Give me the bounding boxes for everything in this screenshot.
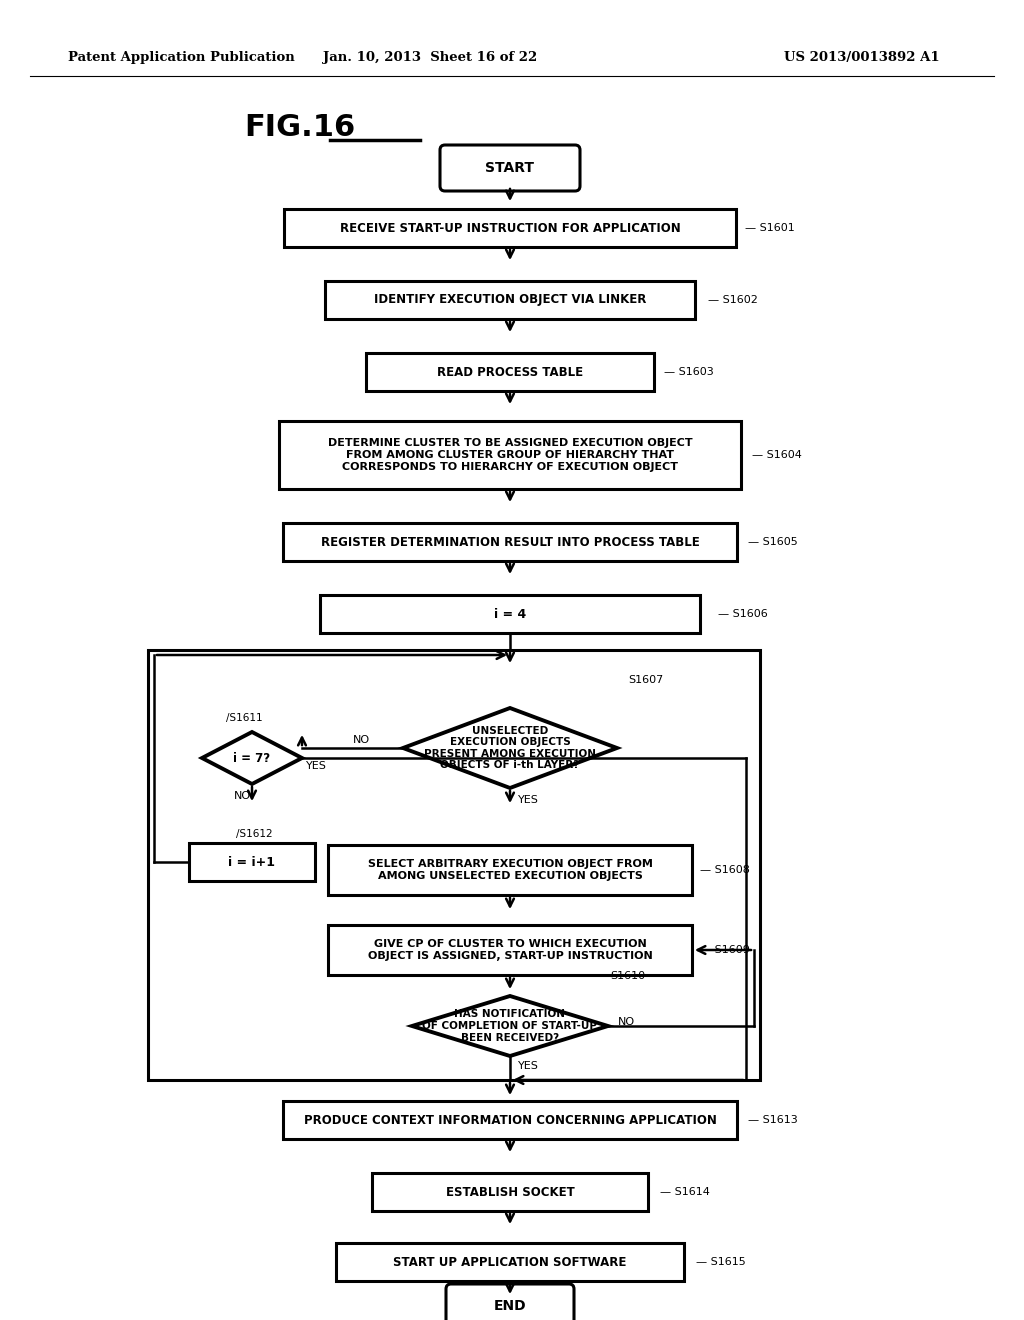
FancyBboxPatch shape <box>328 845 692 895</box>
Text: — S1605: — S1605 <box>748 537 798 546</box>
Text: i = 7?: i = 7? <box>233 751 270 764</box>
Text: — S1601: — S1601 <box>745 223 795 234</box>
Text: S1607: S1607 <box>628 675 664 685</box>
FancyBboxPatch shape <box>325 281 695 319</box>
Text: i = 4: i = 4 <box>494 607 526 620</box>
Text: NO: NO <box>618 1016 635 1027</box>
Text: PRODUCE CONTEXT INFORMATION CONCERNING APPLICATION: PRODUCE CONTEXT INFORMATION CONCERNING A… <box>303 1114 717 1126</box>
Text: S1610: S1610 <box>610 972 645 981</box>
Text: — S1608: — S1608 <box>700 865 750 875</box>
Text: READ PROCESS TABLE: READ PROCESS TABLE <box>437 366 583 379</box>
Polygon shape <box>202 733 302 784</box>
Text: /S1612: /S1612 <box>236 829 272 840</box>
FancyBboxPatch shape <box>440 145 580 191</box>
FancyBboxPatch shape <box>283 523 737 561</box>
Text: NO: NO <box>234 791 251 801</box>
Text: — S1606: — S1606 <box>718 609 768 619</box>
Text: END: END <box>494 1299 526 1313</box>
Text: US 2013/0013892 A1: US 2013/0013892 A1 <box>784 51 940 65</box>
Text: DETERMINE CLUSTER TO BE ASSIGNED EXECUTION OBJECT
FROM AMONG CLUSTER GROUP OF HI: DETERMINE CLUSTER TO BE ASSIGNED EXECUTI… <box>328 438 692 471</box>
Text: — S1602: — S1602 <box>708 294 758 305</box>
Text: — S1614: — S1614 <box>660 1187 710 1197</box>
Polygon shape <box>403 708 617 788</box>
Text: UNSELECTED
EXECUTION OBJECTS
PRESENT AMONG EXECUTION
OBJECTS OF i-th LAYER?: UNSELECTED EXECUTION OBJECTS PRESENT AMO… <box>424 726 596 771</box>
Text: — S1613: — S1613 <box>748 1115 798 1125</box>
FancyBboxPatch shape <box>328 925 692 975</box>
Text: START: START <box>485 161 535 176</box>
Text: FIG.16: FIG.16 <box>245 114 355 143</box>
Text: NO: NO <box>352 735 370 744</box>
Text: Jan. 10, 2013  Sheet 16 of 22: Jan. 10, 2013 Sheet 16 of 22 <box>323 51 538 65</box>
Text: — S1609: — S1609 <box>700 945 750 954</box>
FancyBboxPatch shape <box>372 1173 648 1210</box>
Text: — S1603: — S1603 <box>664 367 714 378</box>
FancyBboxPatch shape <box>319 595 700 634</box>
FancyBboxPatch shape <box>284 209 736 247</box>
Text: GIVE CP OF CLUSTER TO WHICH EXECUTION
OBJECT IS ASSIGNED, START-UP INSTRUCTION: GIVE CP OF CLUSTER TO WHICH EXECUTION OB… <box>368 940 652 961</box>
Text: YES: YES <box>306 762 327 771</box>
FancyBboxPatch shape <box>336 1243 684 1280</box>
Text: — S1615: — S1615 <box>696 1257 745 1267</box>
Text: REGISTER DETERMINATION RESULT INTO PROCESS TABLE: REGISTER DETERMINATION RESULT INTO PROCE… <box>321 536 699 549</box>
Text: Patent Application Publication: Patent Application Publication <box>68 51 295 65</box>
Text: START UP APPLICATION SOFTWARE: START UP APPLICATION SOFTWARE <box>393 1255 627 1269</box>
Polygon shape <box>412 997 608 1056</box>
Text: YES: YES <box>518 795 539 805</box>
Text: IDENTIFY EXECUTION OBJECT VIA LINKER: IDENTIFY EXECUTION OBJECT VIA LINKER <box>374 293 646 306</box>
FancyBboxPatch shape <box>366 352 654 391</box>
FancyBboxPatch shape <box>283 1101 737 1139</box>
FancyBboxPatch shape <box>446 1284 574 1320</box>
Text: — S1604: — S1604 <box>752 450 802 459</box>
Text: /S1611: /S1611 <box>225 713 262 723</box>
Text: ESTABLISH SOCKET: ESTABLISH SOCKET <box>445 1185 574 1199</box>
Text: HAS NOTIFICATION
OF COMPLETION OF START-UP
BEEN RECEIVED?: HAS NOTIFICATION OF COMPLETION OF START-… <box>423 1010 597 1043</box>
FancyBboxPatch shape <box>189 843 315 880</box>
FancyBboxPatch shape <box>279 421 741 488</box>
Text: RECEIVE START-UP INSTRUCTION FOR APPLICATION: RECEIVE START-UP INSTRUCTION FOR APPLICA… <box>340 222 680 235</box>
Text: i = i+1: i = i+1 <box>228 855 275 869</box>
Text: SELECT ARBITRARY EXECUTION OBJECT FROM
AMONG UNSELECTED EXECUTION OBJECTS: SELECT ARBITRARY EXECUTION OBJECT FROM A… <box>368 859 652 880</box>
Text: YES: YES <box>518 1061 539 1071</box>
